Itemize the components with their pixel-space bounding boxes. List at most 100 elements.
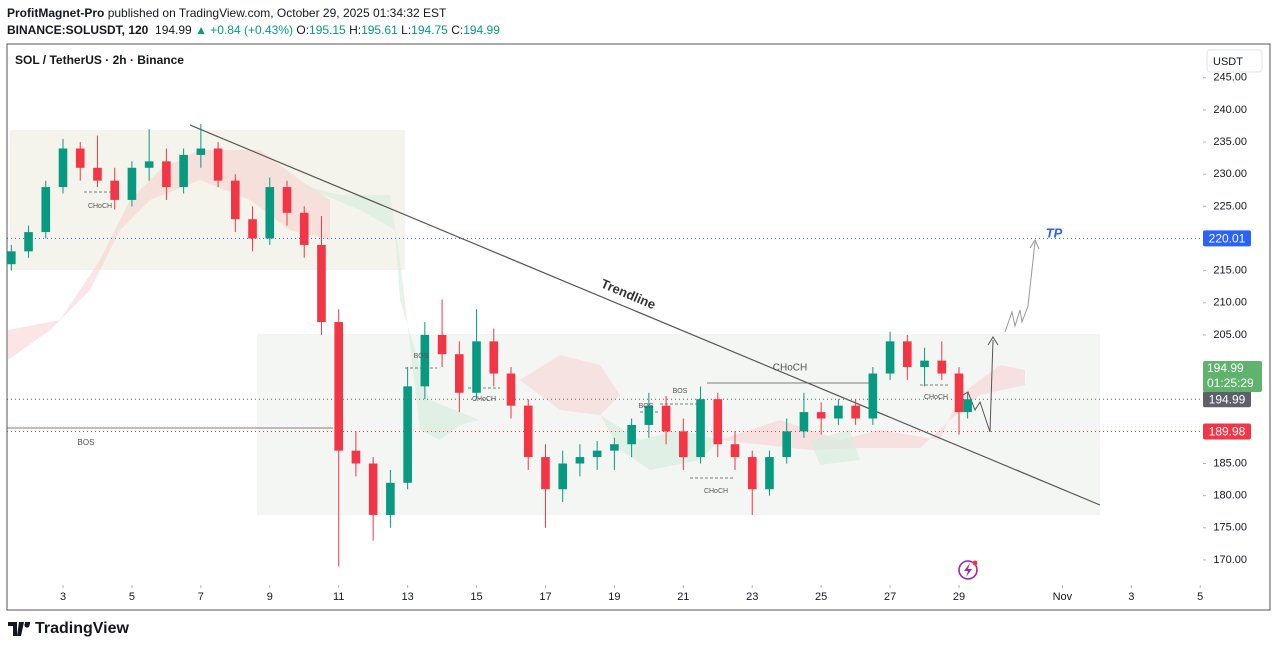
annotation: BOS (78, 438, 95, 447)
annotation: CHoCH (472, 396, 496, 403)
x-tick-label: 13 (401, 591, 413, 603)
footer: TradingView (8, 620, 129, 638)
trendline-label: Trendline (599, 276, 658, 312)
candle-body (213, 148, 223, 181)
candle-body (834, 405, 843, 419)
candle-body (282, 187, 292, 213)
ohlc-value: 195.15 (309, 23, 346, 37)
candle-body (627, 424, 636, 445)
candle-body (472, 341, 481, 393)
candle-body (162, 161, 171, 188)
ohlc-value: 194.75 (411, 23, 448, 37)
cloud-red (8, 150, 330, 360)
annotation: CHoCH (773, 363, 807, 374)
candle-body (437, 334, 447, 355)
candle-body (851, 405, 860, 419)
x-tick-label: 5 (1197, 591, 1203, 603)
ohlc-label: O: (296, 23, 310, 37)
arrow-head (987, 336, 999, 346)
cloud-green (300, 185, 480, 440)
symbol: BINANCE:SOLUSDT, 120 (7, 23, 149, 37)
candle-body (523, 405, 533, 458)
x-tick-label: 23 (746, 591, 758, 603)
candle-body (765, 457, 774, 490)
x-tick-label: Nov (1053, 591, 1073, 603)
candle-body (730, 444, 740, 458)
y-tick-label: 205.00 (1213, 329, 1247, 341)
candle-body (196, 148, 206, 155)
candle-body (248, 219, 257, 239)
candle-body (317, 244, 326, 323)
candle-body (299, 212, 309, 245)
y-tick-label: 210.00 (1213, 297, 1247, 309)
currency-button[interactable] (1206, 49, 1263, 73)
annotation: CHoCH (924, 394, 948, 401)
candle-body (903, 341, 912, 368)
x-tick-label: 9 (267, 591, 273, 603)
drawings (7, 124, 1101, 580)
symbol-line: BINANCE:SOLUSDT, 120 194.99 ▲ +0.84 (+0.… (7, 22, 500, 39)
y-tick-label: 245.00 (1213, 72, 1247, 84)
y-tick-label: 170.00 (1213, 554, 1247, 566)
candle-body (747, 457, 757, 490)
candle-body (75, 148, 85, 168)
y-tick-label: 235.00 (1213, 136, 1247, 148)
x-tick-label: 25 (815, 591, 827, 603)
candle-body (541, 457, 550, 490)
candle-body (937, 360, 947, 374)
candle-body (420, 334, 430, 387)
tp-label: TP (1046, 225, 1063, 240)
change: ▲ +0.84 (+0.43%) (195, 23, 294, 37)
cloud-green (810, 430, 860, 465)
event-icon-bolt (964, 563, 972, 577)
candle-body (41, 187, 51, 233)
y-tick-label: 240.00 (1213, 104, 1247, 116)
x-tick-label: 3 (60, 591, 66, 603)
candle-body (816, 412, 826, 419)
candle-body (782, 431, 792, 458)
candle-body (679, 431, 688, 458)
annotation: CHoCH (704, 488, 728, 495)
candle-body (179, 154, 188, 188)
y-tick-label: 180.00 (1213, 490, 1247, 502)
arrow-head (1029, 238, 1040, 250)
candle-body (58, 148, 68, 188)
x-tick-label: 29 (953, 591, 965, 603)
annotation: CHoCH (88, 203, 112, 210)
zone (257, 334, 1100, 515)
price-badge (1203, 391, 1251, 408)
event-icon[interactable] (958, 560, 978, 580)
candle-body (644, 405, 654, 425)
author: ProfitMagnet-Pro (7, 6, 105, 20)
candle-body (868, 373, 878, 419)
projection (954, 339, 994, 433)
price-badge (1203, 423, 1251, 440)
candle-body (93, 167, 102, 181)
candle-body (610, 444, 619, 451)
x-tick-label: 17 (539, 591, 551, 603)
candle-body (575, 457, 585, 464)
candle-body (403, 386, 412, 483)
last: 194.99 (155, 23, 192, 37)
publish-line: ProfitMagnet-Pro published on TradingVie… (7, 5, 500, 22)
currency: USDT (1213, 56, 1243, 68)
cloud-red (520, 355, 620, 415)
candle-body (110, 180, 120, 200)
ohlc: O:195.15 H:195.61 L:194.75 C:194.99 (296, 23, 500, 37)
candle-body (351, 450, 361, 464)
ohlc-value: 194.99 (463, 23, 500, 37)
logo (8, 622, 30, 636)
ohlc-label: C: (451, 23, 464, 37)
annotation: BOS (639, 403, 654, 410)
ohlc-value: 195.61 (361, 23, 398, 37)
chart-frame (6, 43, 1271, 611)
y-tick-label: 215.00 (1213, 265, 1247, 277)
candle-body (334, 322, 344, 451)
ohlc-label: L: (401, 23, 412, 37)
price-label: 189.98 (1209, 425, 1246, 439)
brand: TradingView (35, 620, 129, 637)
candle-body (954, 373, 964, 413)
candle-body (592, 450, 602, 458)
